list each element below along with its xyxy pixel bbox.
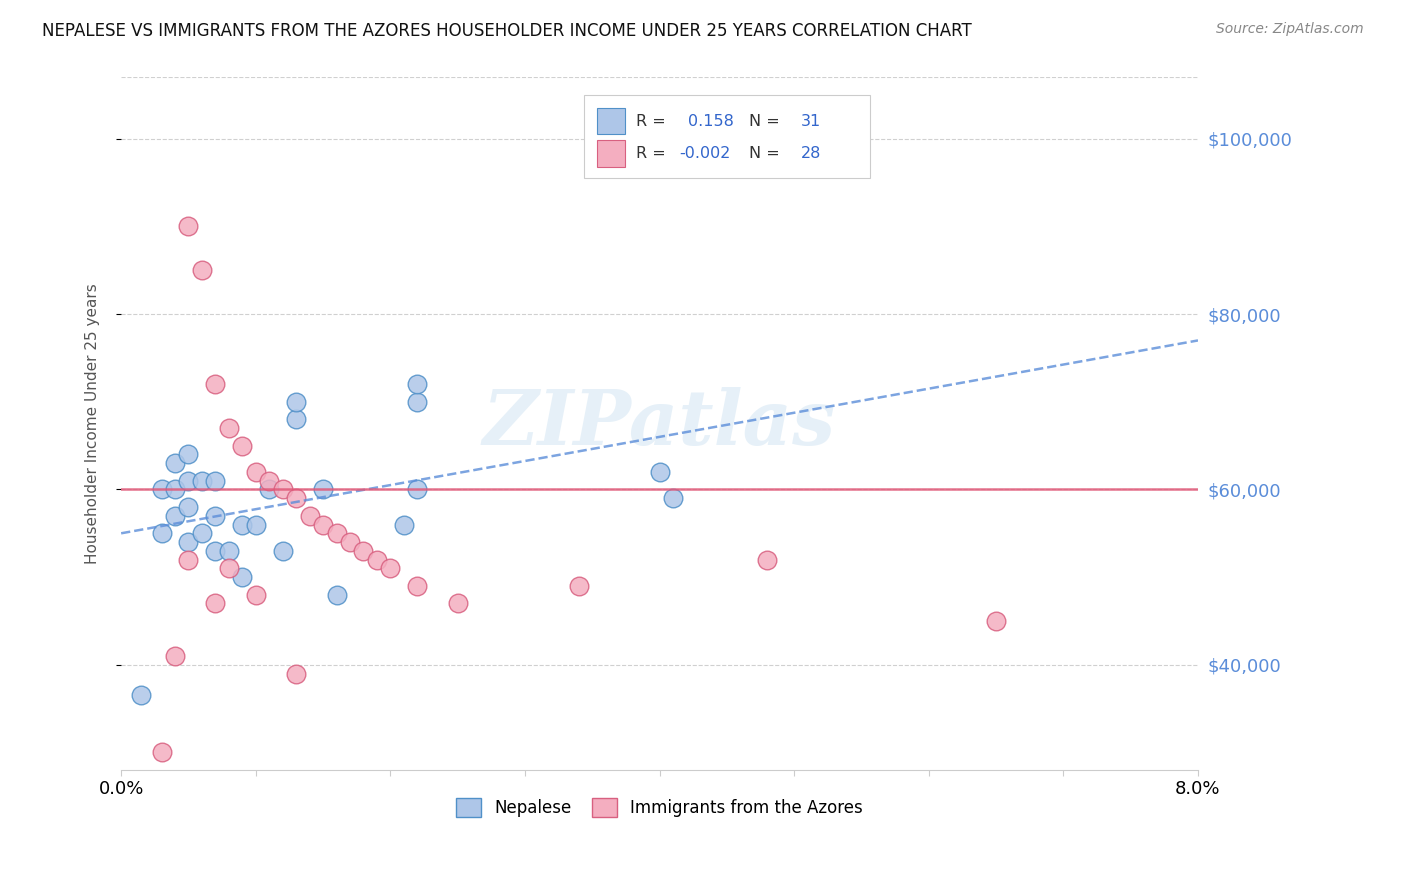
Point bbox=[204, 508, 226, 523]
Point bbox=[285, 394, 308, 409]
Text: 0.158: 0.158 bbox=[688, 113, 734, 128]
Point bbox=[150, 483, 173, 497]
Y-axis label: Householder Income Under 25 years: Householder Income Under 25 years bbox=[86, 284, 100, 564]
Point bbox=[257, 474, 280, 488]
Point bbox=[177, 474, 200, 488]
Point bbox=[257, 483, 280, 497]
Point bbox=[446, 596, 468, 610]
Point bbox=[312, 517, 335, 532]
Point bbox=[218, 561, 240, 575]
Text: N =: N = bbox=[749, 146, 785, 161]
Point bbox=[406, 579, 429, 593]
FancyBboxPatch shape bbox=[583, 95, 869, 178]
Text: N =: N = bbox=[749, 113, 785, 128]
Point bbox=[204, 377, 226, 392]
Point bbox=[231, 517, 253, 532]
Point bbox=[285, 666, 308, 681]
Text: 31: 31 bbox=[800, 113, 821, 128]
Point bbox=[366, 552, 388, 566]
Point bbox=[231, 439, 253, 453]
Point bbox=[756, 552, 779, 566]
Point bbox=[191, 263, 214, 277]
Point bbox=[150, 746, 173, 760]
Point bbox=[984, 614, 1007, 628]
Point bbox=[245, 465, 267, 479]
Text: NEPALESE VS IMMIGRANTS FROM THE AZORES HOUSEHOLDER INCOME UNDER 25 YEARS CORRELA: NEPALESE VS IMMIGRANTS FROM THE AZORES H… bbox=[42, 22, 972, 40]
Text: R =: R = bbox=[636, 113, 671, 128]
Point bbox=[339, 535, 361, 549]
Point bbox=[325, 588, 347, 602]
Point bbox=[218, 544, 240, 558]
Point bbox=[177, 535, 200, 549]
Point bbox=[392, 517, 415, 532]
Point bbox=[312, 483, 335, 497]
Point bbox=[177, 447, 200, 461]
Point bbox=[163, 508, 186, 523]
Point bbox=[204, 474, 226, 488]
Point bbox=[271, 483, 294, 497]
Point bbox=[163, 648, 186, 663]
Point bbox=[131, 689, 153, 703]
Point bbox=[406, 483, 429, 497]
Point bbox=[271, 544, 294, 558]
Point bbox=[204, 544, 226, 558]
Point bbox=[218, 421, 240, 435]
Point bbox=[163, 456, 186, 470]
Point bbox=[177, 552, 200, 566]
Text: R =: R = bbox=[636, 146, 671, 161]
Point bbox=[285, 491, 308, 506]
Text: -0.002: -0.002 bbox=[679, 146, 730, 161]
Point bbox=[406, 377, 429, 392]
Text: 28: 28 bbox=[800, 146, 821, 161]
Point bbox=[298, 508, 321, 523]
Point bbox=[177, 500, 200, 514]
Point bbox=[285, 412, 308, 426]
Point bbox=[325, 526, 347, 541]
Text: Source: ZipAtlas.com: Source: ZipAtlas.com bbox=[1216, 22, 1364, 37]
Point bbox=[662, 491, 685, 506]
Point bbox=[231, 570, 253, 584]
Point bbox=[191, 526, 214, 541]
Point bbox=[191, 474, 214, 488]
Point bbox=[150, 526, 173, 541]
Text: ZIPatlas: ZIPatlas bbox=[484, 387, 837, 461]
FancyBboxPatch shape bbox=[598, 140, 626, 167]
Point bbox=[380, 561, 402, 575]
Point bbox=[568, 579, 591, 593]
Point bbox=[406, 394, 429, 409]
Point bbox=[648, 465, 671, 479]
Point bbox=[352, 544, 374, 558]
FancyBboxPatch shape bbox=[598, 108, 626, 134]
Point bbox=[163, 483, 186, 497]
Legend: Nepalese, Immigrants from the Azores: Nepalese, Immigrants from the Azores bbox=[450, 791, 869, 824]
Point bbox=[204, 596, 226, 610]
Point bbox=[245, 588, 267, 602]
Point bbox=[245, 517, 267, 532]
Point bbox=[177, 219, 200, 234]
